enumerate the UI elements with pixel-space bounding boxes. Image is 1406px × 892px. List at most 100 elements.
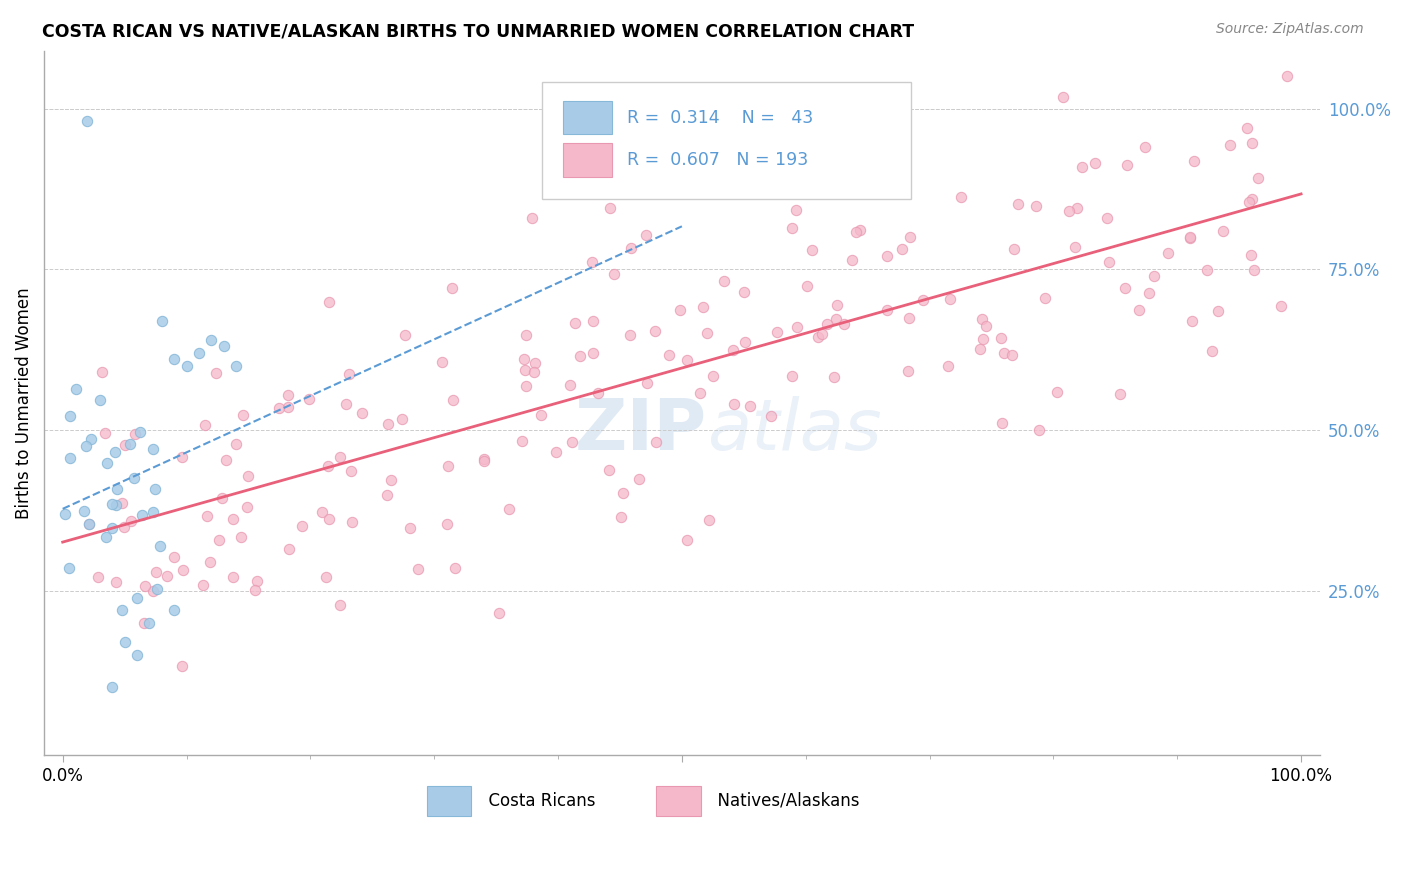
Point: [163, 603, 186, 617]
Point: [59, 409, 82, 424]
Point: [1097, 255, 1119, 269]
Point: [1157, 245, 1180, 260]
Point: [569, 349, 592, 363]
Point: [329, 598, 352, 612]
Point: [845, 225, 868, 239]
Point: [73, 504, 96, 518]
Text: Natives/Alaskans: Natives/Alaskans: [707, 791, 860, 810]
Point: [759, 409, 782, 423]
Point: [702, 369, 724, 384]
Point: [824, 312, 846, 326]
Point: [311, 505, 333, 519]
Point: [891, 172, 914, 186]
Point: [697, 513, 720, 527]
Point: [1057, 204, 1080, 219]
Point: [825, 298, 848, 312]
Bar: [657, 787, 702, 816]
Point: [200, 333, 222, 347]
Text: Source: ZipAtlas.com: Source: ZipAtlas.com: [1216, 22, 1364, 37]
Point: [208, 533, 231, 547]
Point: [399, 521, 422, 535]
Point: [1002, 242, 1025, 256]
Point: [723, 397, 745, 411]
Point: [131, 508, 153, 522]
Point: [225, 437, 247, 451]
Point: [1219, 138, 1241, 153]
Point: [138, 615, 160, 630]
Point: [278, 541, 301, 556]
Point: [912, 293, 935, 307]
Point: [187, 346, 209, 360]
Point: [142, 583, 165, 598]
Point: [375, 488, 398, 502]
Point: [79, 517, 101, 532]
Point: [581, 255, 603, 269]
Point: [599, 201, 621, 215]
Point: [80, 432, 103, 446]
Point: [1066, 201, 1088, 215]
Point: [891, 242, 914, 256]
Point: [105, 498, 128, 512]
Point: [232, 409, 254, 423]
Point: [1133, 139, 1156, 153]
Point: [1241, 136, 1264, 150]
Bar: [564, 101, 612, 135]
Point: [991, 416, 1014, 430]
Point: [105, 482, 128, 496]
Point: [156, 569, 179, 583]
Point: [546, 445, 568, 459]
Point: [212, 339, 235, 353]
Point: [58, 561, 80, 575]
Point: [796, 278, 818, 293]
Point: [94, 425, 117, 440]
Point: [950, 189, 973, 203]
Point: [515, 327, 537, 342]
Point: [59, 450, 82, 465]
Point: [291, 518, 314, 533]
Point: [561, 435, 583, 450]
Point: [636, 228, 658, 243]
Point: [394, 327, 416, 342]
Point: [644, 324, 666, 338]
Point: [194, 417, 217, 432]
Point: [269, 401, 291, 416]
Point: [436, 458, 458, 473]
Point: [612, 485, 634, 500]
Point: [1109, 386, 1132, 401]
Point: [807, 329, 830, 343]
Point: [1128, 302, 1150, 317]
Point: [204, 366, 226, 380]
Point: [90, 365, 112, 379]
Point: [142, 505, 165, 519]
Point: [112, 520, 135, 534]
Point: [1143, 268, 1166, 283]
Point: [876, 248, 898, 262]
Point: [176, 359, 198, 373]
Point: [1240, 248, 1263, 262]
Point: [897, 363, 920, 377]
Point: [114, 438, 136, 452]
Point: [315, 570, 337, 584]
Point: [103, 445, 125, 459]
Point: [75, 439, 97, 453]
Point: [225, 359, 247, 373]
Point: [143, 482, 166, 496]
Point: [1063, 240, 1085, 254]
Point: [1247, 170, 1270, 185]
Point: [246, 574, 269, 588]
Point: [1236, 121, 1258, 136]
Point: [696, 326, 718, 340]
Point: [101, 497, 124, 511]
Point: [76, 114, 98, 128]
Point: [780, 221, 803, 235]
Point: [970, 312, 993, 326]
Point: [841, 252, 863, 267]
Point: [811, 327, 834, 342]
Point: [582, 346, 605, 360]
Point: [222, 570, 245, 584]
Point: [329, 450, 352, 464]
Point: [172, 450, 194, 464]
Point: [1095, 211, 1118, 225]
Point: [391, 412, 413, 426]
Point: [145, 565, 167, 579]
